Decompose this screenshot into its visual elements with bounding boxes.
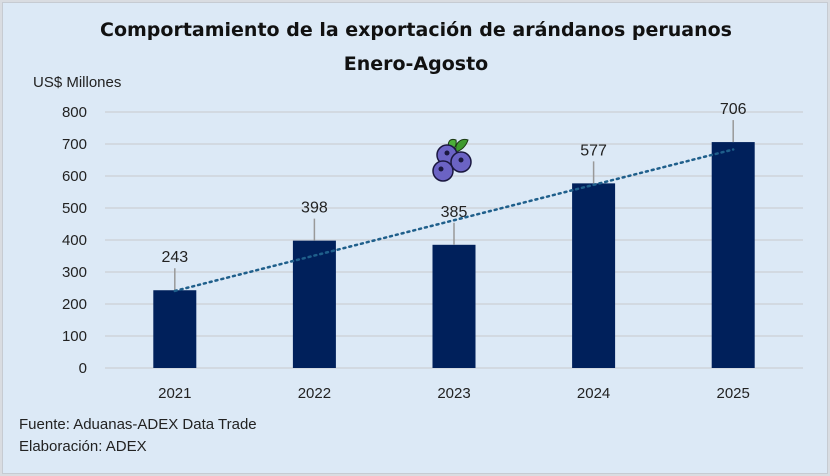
data-label: 243: [161, 249, 188, 266]
blueberry-icon: [432, 139, 472, 182]
x-tick-label: 2021: [158, 385, 191, 402]
x-tick-label: 2025: [717, 385, 750, 402]
y-tick-label: 200: [62, 296, 87, 313]
credit-note: Elaboración: ADEX: [19, 438, 147, 455]
y-tick-label: 100: [62, 328, 87, 345]
y-tick-label: 600: [62, 168, 87, 185]
trendline: [173, 148, 735, 293]
data-label: 398: [301, 200, 328, 217]
chart-svg: Comportamiento de la exportación de arán…: [19, 19, 803, 455]
y-tick-label: 700: [62, 136, 87, 153]
bar: [292, 240, 336, 368]
y-axis-label: US$ Millones: [33, 74, 121, 91]
y-tick-label: 300: [62, 264, 87, 281]
y-tick-label: 0: [79, 360, 87, 377]
data-label: 577: [580, 142, 607, 159]
data-label: 706: [720, 101, 747, 118]
source-note: Fuente: Aduanas-ADEX Data Trade: [19, 416, 257, 433]
x-tick-label: 2022: [298, 385, 331, 402]
x-tick-label: 2023: [437, 385, 470, 402]
bar: [711, 142, 755, 368]
y-tick-label: 400: [62, 232, 87, 249]
chart-subtitle: Enero-Agosto: [344, 53, 489, 75]
bar: [572, 183, 616, 368]
x-tick-label: 2024: [577, 385, 610, 402]
data-label: 385: [441, 204, 468, 221]
chart-title: Comportamiento de la exportación de arán…: [100, 19, 732, 41]
bar: [432, 244, 476, 368]
y-tick-label: 500: [62, 200, 87, 217]
y-tick-label: 800: [62, 104, 87, 121]
bar: [153, 290, 197, 368]
